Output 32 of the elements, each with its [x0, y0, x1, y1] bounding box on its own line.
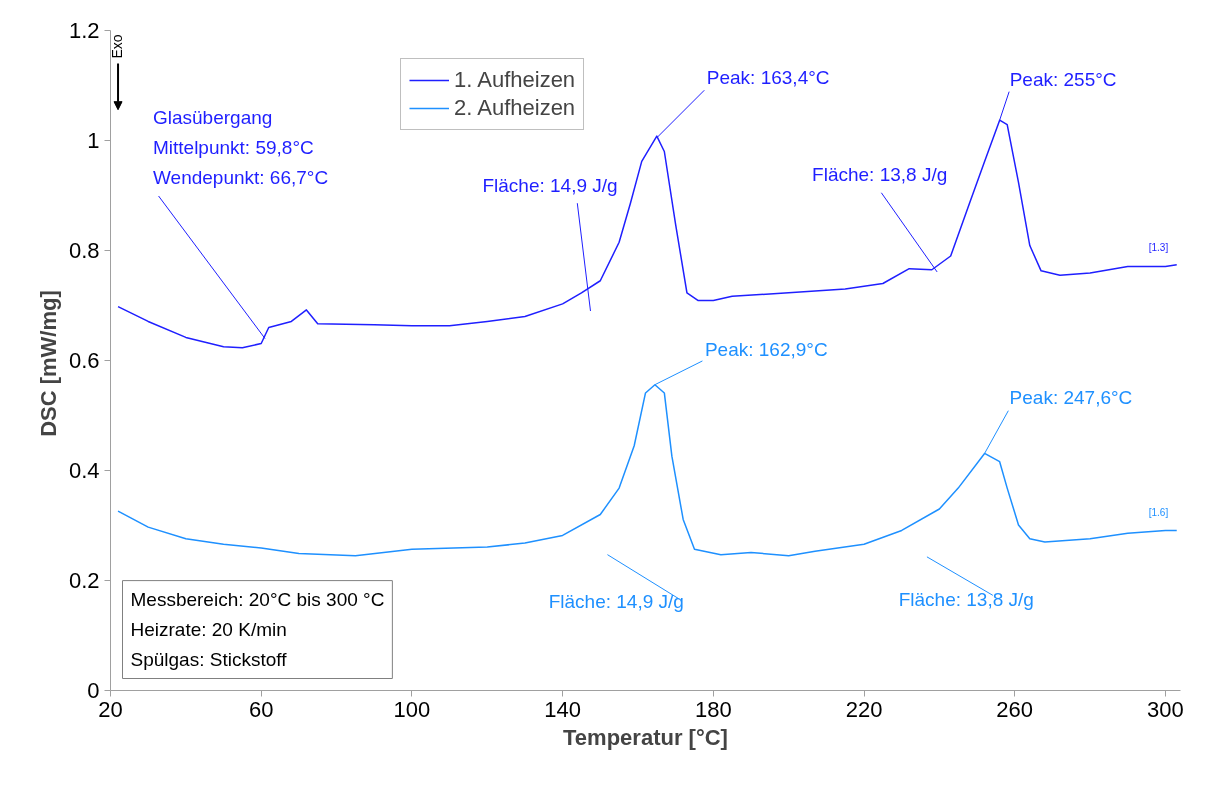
y-tick-label: 1.2 [68, 18, 100, 43]
annotation: Fläche: 13,8 J/g [812, 163, 948, 185]
annotation: [1.6] [1148, 507, 1169, 519]
x-tick-label: 140 [544, 696, 581, 722]
x-tick-label: 100 [393, 696, 431, 722]
x-axis-title: Temperatur [°C] [563, 724, 728, 750]
annotation: Peak: 163,4°C [706, 66, 830, 88]
legend-label: 1. Aufheizen [454, 67, 576, 93]
legend-label: 2. Aufheizen [454, 95, 576, 121]
y-tick-label: 0.2 [68, 568, 100, 593]
y-tick-label: 0.6 [68, 348, 100, 373]
y-tick-label: 0.8 [68, 238, 100, 263]
y-tick-label: 0.4 [68, 458, 100, 483]
x-tick-label: 220 [845, 696, 883, 722]
annotation: Fläche: 13,8 J/g [898, 589, 1034, 611]
x-tick-label: 260 [996, 696, 1034, 722]
annotation: Peak: 247,6°C [1009, 387, 1133, 409]
x-tick-label: 60 [248, 696, 274, 722]
annotation: Peak: 162,9°C [704, 338, 828, 360]
annotation: Fläche: 14,9 J/g [548, 591, 684, 613]
annotation: [1.3] [1148, 241, 1169, 253]
y-axis-title: DSC [mW/mg] [35, 290, 61, 437]
annotation: Messbereich: 20°C bis 300 °C Heizrate: 20 K/min Spülgas: Stickstoff [130, 588, 385, 671]
x-tick-label: 180 [694, 696, 732, 722]
x-tick-label: 300 [1147, 696, 1184, 722]
annotation: Exo [108, 34, 125, 59]
annotation: Fläche: 14,9 J/g [482, 174, 618, 196]
y-tick-label: 1 [87, 128, 100, 153]
y-tick-label: 0 [87, 678, 100, 703]
annotation: Peak: 255°C [1009, 69, 1117, 91]
annotation: Glasübergang Mittelpunkt: 59,8°C Wendepunkt: 66,7°C [152, 106, 329, 189]
x-tick-label: 20 [98, 696, 123, 722]
